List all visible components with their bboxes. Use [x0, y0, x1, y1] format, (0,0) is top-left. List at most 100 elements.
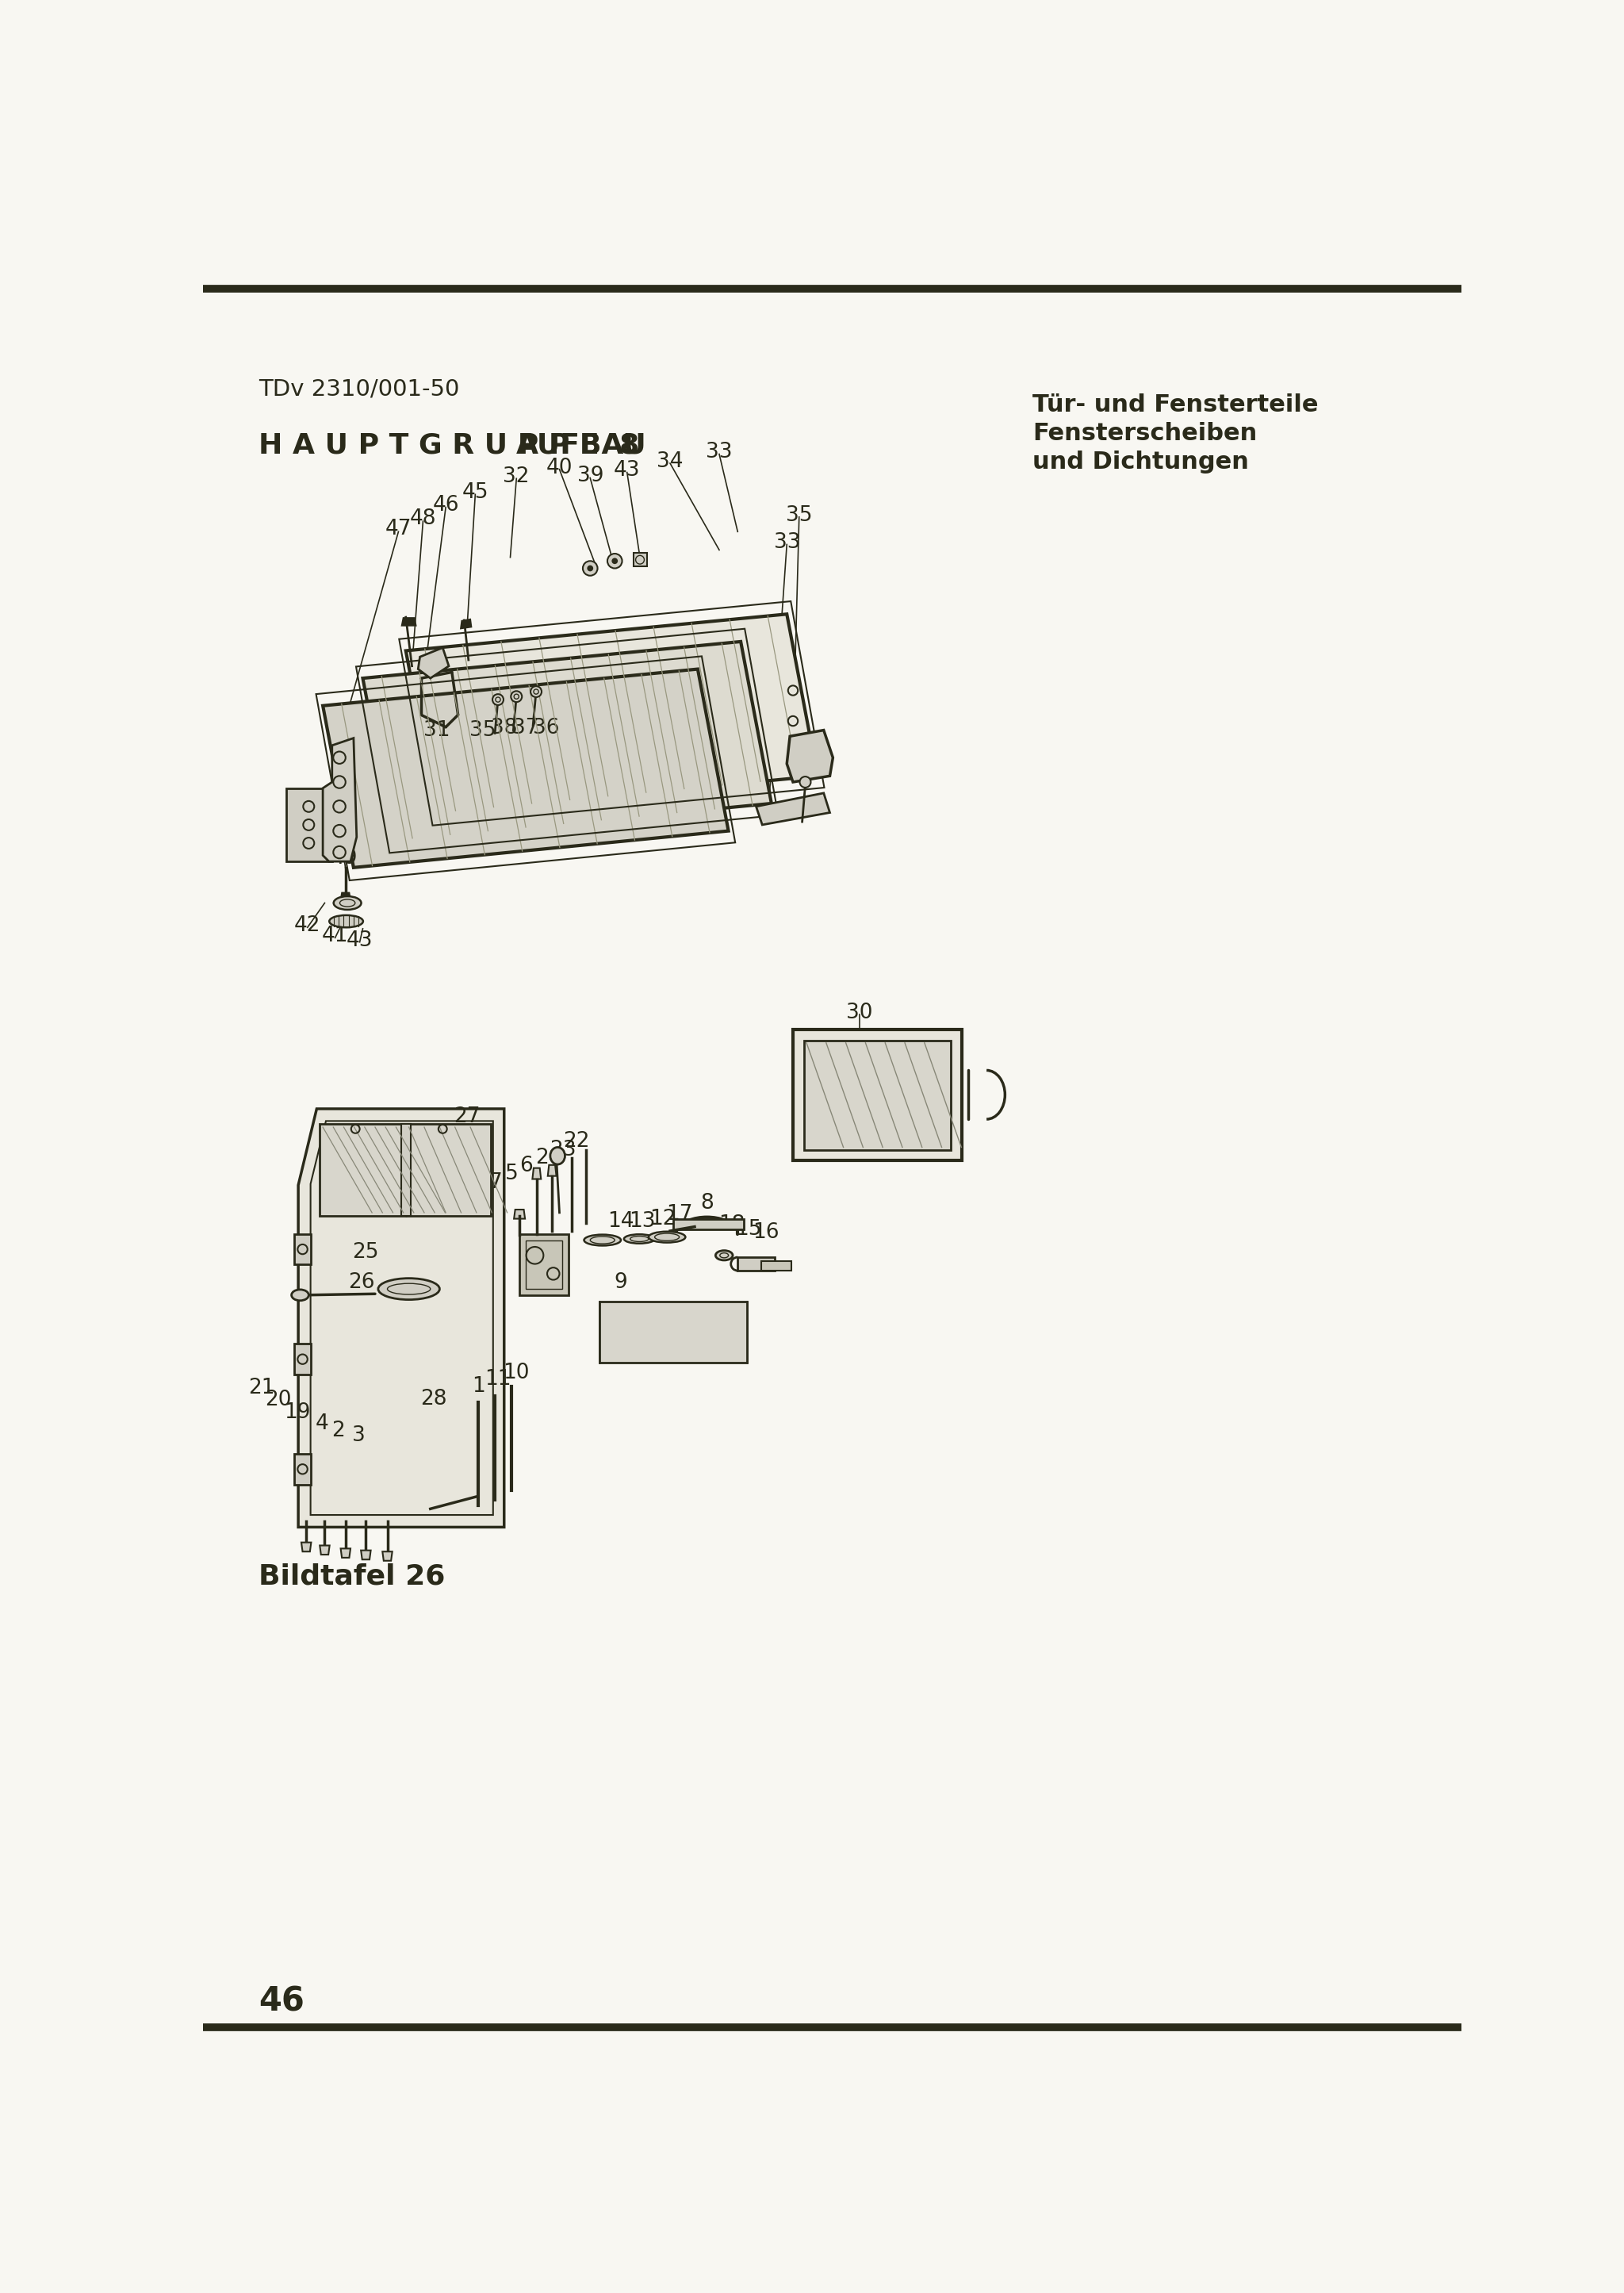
Text: 22: 22: [564, 1130, 590, 1151]
Text: 2: 2: [331, 1419, 344, 1440]
Text: 23: 23: [551, 1140, 577, 1160]
Polygon shape: [417, 647, 448, 679]
Text: 16: 16: [752, 1222, 780, 1243]
Ellipse shape: [585, 1234, 620, 1245]
Bar: [526, 1241, 562, 1289]
Bar: [762, 1261, 793, 1270]
Text: 12: 12: [650, 1208, 676, 1229]
Ellipse shape: [378, 1277, 440, 1300]
Text: AUFBAU: AUFBAU: [516, 431, 646, 459]
Text: 45: 45: [461, 482, 489, 502]
Ellipse shape: [333, 897, 361, 910]
Text: 49: 49: [331, 848, 357, 869]
Polygon shape: [362, 642, 771, 839]
Text: 27: 27: [455, 1108, 481, 1128]
Polygon shape: [299, 1110, 503, 1527]
Text: 46: 46: [258, 1986, 304, 2018]
Ellipse shape: [291, 1289, 309, 1300]
Text: 11: 11: [484, 1369, 512, 1390]
Bar: [599, 1300, 747, 1362]
Polygon shape: [757, 793, 830, 825]
Text: 37: 37: [512, 718, 539, 738]
Bar: [672, 1220, 744, 1229]
Text: 42: 42: [294, 915, 322, 936]
Polygon shape: [460, 619, 473, 628]
Polygon shape: [302, 1543, 312, 1552]
Text: 6: 6: [520, 1156, 533, 1176]
Polygon shape: [323, 670, 729, 867]
Text: 20: 20: [265, 1390, 291, 1410]
Polygon shape: [361, 1550, 370, 1559]
Bar: [401, 1124, 411, 1215]
Text: 17: 17: [666, 1204, 692, 1224]
Text: und Dichtungen: und Dichtungen: [1033, 449, 1249, 472]
Polygon shape: [429, 1504, 437, 1516]
Circle shape: [531, 686, 542, 697]
Ellipse shape: [648, 1231, 685, 1243]
Text: Fensterscheiben: Fensterscheiben: [1033, 422, 1257, 445]
Polygon shape: [533, 1167, 541, 1179]
Polygon shape: [382, 1552, 393, 1562]
Text: 41: 41: [322, 926, 349, 947]
Text: 8: 8: [700, 1192, 713, 1213]
Ellipse shape: [716, 1250, 732, 1261]
Text: 1: 1: [471, 1376, 486, 1396]
Bar: [294, 1454, 312, 1484]
Text: 40: 40: [546, 459, 573, 479]
Text: 4: 4: [315, 1412, 330, 1433]
Text: 33: 33: [706, 443, 732, 463]
Text: 21: 21: [248, 1378, 274, 1399]
Text: Bildtafel 26: Bildtafel 26: [258, 1562, 445, 1589]
Text: 29: 29: [914, 1137, 942, 1158]
Text: 14: 14: [607, 1211, 635, 1231]
Text: 26: 26: [348, 1273, 375, 1293]
Bar: [793, 1030, 961, 1160]
Bar: [520, 1234, 568, 1296]
Text: 5: 5: [505, 1165, 518, 1185]
Polygon shape: [320, 1545, 330, 1555]
Bar: [294, 1234, 312, 1263]
Text: 35: 35: [469, 720, 495, 741]
Bar: [633, 553, 646, 566]
Text: 13: 13: [628, 1211, 656, 1231]
Text: 28: 28: [421, 1390, 447, 1410]
Text: 30: 30: [846, 1002, 872, 1023]
Text: 18: 18: [718, 1215, 745, 1236]
Circle shape: [607, 553, 622, 569]
Polygon shape: [406, 615, 817, 812]
Text: 15: 15: [736, 1220, 762, 1241]
Text: 10: 10: [503, 1362, 529, 1383]
Ellipse shape: [624, 1234, 654, 1243]
Text: 3: 3: [352, 1426, 365, 1447]
Text: 36: 36: [533, 718, 559, 738]
Text: 33: 33: [773, 532, 801, 553]
Text: TDv 2310/001-50: TDv 2310/001-50: [258, 378, 460, 399]
Polygon shape: [339, 892, 351, 899]
Text: 19: 19: [284, 1403, 310, 1424]
Polygon shape: [786, 729, 833, 782]
Text: 39: 39: [577, 465, 604, 486]
Text: 46: 46: [432, 495, 460, 516]
Ellipse shape: [330, 915, 364, 926]
Polygon shape: [401, 617, 417, 626]
Text: Tür- und Fensterteile: Tür- und Fensterteile: [1033, 392, 1319, 415]
Circle shape: [492, 695, 503, 706]
Circle shape: [512, 690, 521, 702]
Text: 43: 43: [614, 461, 640, 482]
Text: 9: 9: [614, 1273, 627, 1293]
Polygon shape: [320, 1124, 490, 1215]
Text: 25: 25: [352, 1243, 378, 1263]
Polygon shape: [341, 1548, 351, 1557]
Text: 34: 34: [656, 452, 684, 472]
Circle shape: [799, 777, 810, 786]
Polygon shape: [547, 1165, 557, 1176]
Text: 47: 47: [385, 518, 412, 539]
Text: 43: 43: [346, 931, 374, 952]
Text: 7: 7: [489, 1172, 502, 1192]
Text: 44: 44: [297, 796, 323, 816]
Bar: [286, 789, 331, 862]
Ellipse shape: [551, 1146, 565, 1165]
Bar: [804, 1041, 952, 1149]
Circle shape: [612, 557, 617, 564]
Polygon shape: [323, 738, 357, 862]
